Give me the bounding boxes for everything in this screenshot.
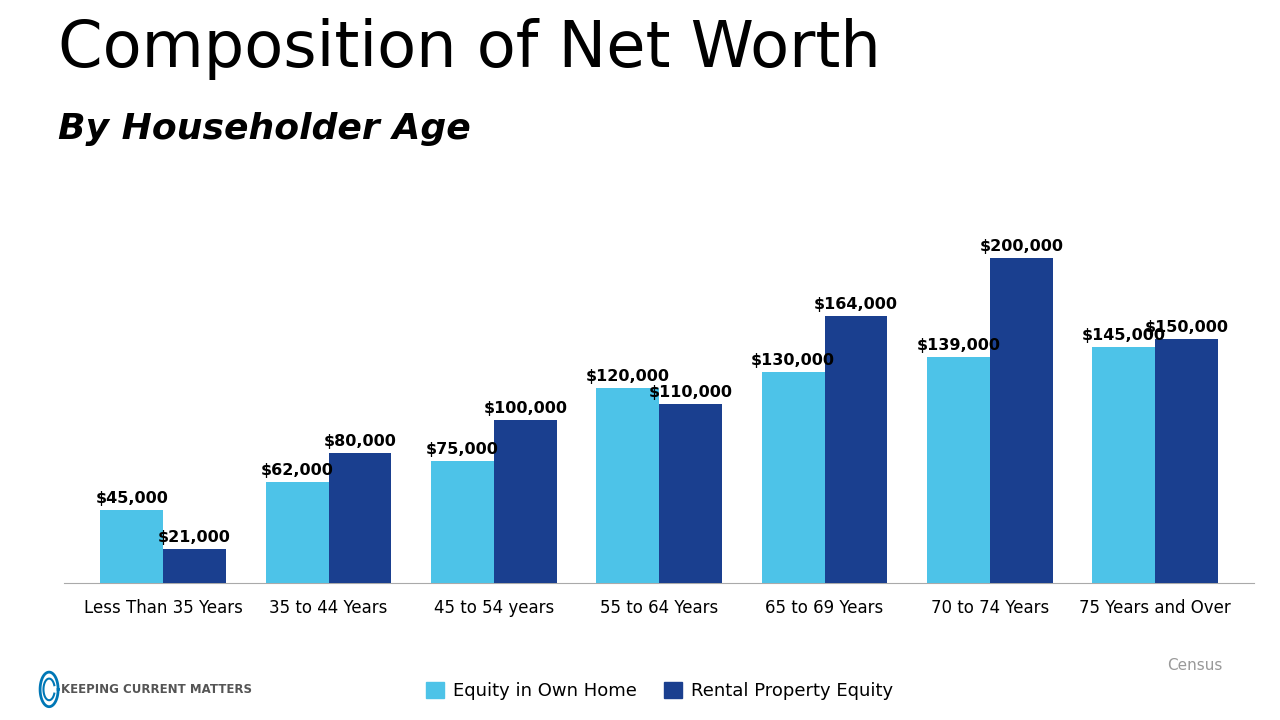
- Bar: [1156, 339, 1219, 583]
- Text: $139,000: $139,000: [916, 338, 1001, 353]
- Bar: [100, 510, 164, 583]
- Text: $150,000: $150,000: [1144, 320, 1229, 335]
- Text: $21,000: $21,000: [159, 530, 232, 545]
- Bar: [927, 357, 989, 583]
- Text: By Householder Age: By Householder Age: [58, 112, 470, 145]
- Bar: [659, 404, 722, 583]
- Text: $62,000: $62,000: [261, 463, 334, 478]
- Text: Composition of Net Worth: Composition of Net Worth: [58, 18, 881, 80]
- Bar: [164, 549, 227, 583]
- Bar: [762, 372, 824, 583]
- Legend: Equity in Own Home, Rental Property Equity: Equity in Own Home, Rental Property Equi…: [419, 675, 900, 707]
- Bar: [494, 420, 557, 583]
- Bar: [989, 258, 1052, 583]
- Text: Census: Census: [1167, 658, 1222, 673]
- Text: $164,000: $164,000: [814, 297, 899, 312]
- Bar: [329, 453, 392, 583]
- Text: $130,000: $130,000: [751, 353, 835, 367]
- Bar: [824, 316, 887, 583]
- Text: $80,000: $80,000: [324, 434, 397, 449]
- Text: $145,000: $145,000: [1082, 328, 1166, 343]
- Text: $45,000: $45,000: [95, 491, 168, 506]
- Text: $100,000: $100,000: [484, 401, 567, 416]
- Bar: [596, 388, 659, 583]
- Text: KEEPING CURRENT MATTERS: KEEPING CURRENT MATTERS: [61, 683, 252, 696]
- Bar: [431, 461, 494, 583]
- Bar: [266, 482, 329, 583]
- Text: $200,000: $200,000: [979, 238, 1064, 253]
- Text: $110,000: $110,000: [649, 385, 732, 400]
- Bar: [1092, 347, 1155, 583]
- Text: $75,000: $75,000: [426, 442, 499, 457]
- Text: $120,000: $120,000: [586, 369, 669, 384]
